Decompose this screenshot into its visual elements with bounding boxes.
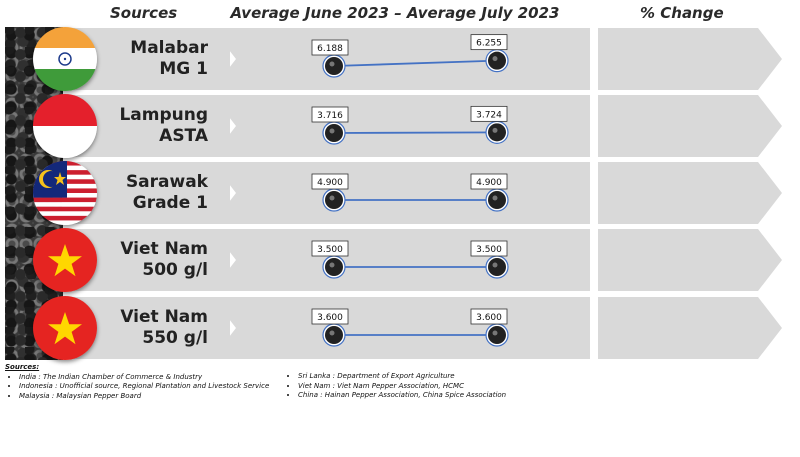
chart-row-panel — [212, 297, 590, 359]
july-value-label: 4.900 — [476, 178, 502, 188]
chart-row-panel — [212, 95, 590, 157]
source-label-line2: MG 1 — [159, 59, 208, 79]
sources-header: Sources — [110, 4, 178, 22]
vietnam-flag-icon — [33, 296, 97, 360]
july-value-box — [470, 105, 508, 122]
june-value-label: 6.188 — [317, 44, 343, 54]
footer-sources-right: Sri Lanka : Department of Export Agricul… — [284, 372, 506, 401]
source-label: Viet Nam 550 g/l — [100, 307, 208, 349]
footer-source-india: India : The Indian Chamber of Commerce &… — [19, 373, 269, 383]
source-label-line2: 500 g/l — [142, 260, 208, 280]
source-label-line1: Malabar — [130, 38, 208, 58]
july-value-box — [470, 308, 508, 325]
footer-sources: Sources: India : The Indian Chamber of C… — [5, 363, 269, 401]
june-value-label: 3.600 — [317, 313, 343, 323]
source-label: Viet Nam 500 g/l — [100, 239, 208, 281]
india-flag-icon — [33, 27, 97, 91]
footer-source-srilanka: Sri Lanka : Department of Export Agricul… — [298, 372, 506, 382]
footer-source-vietnam: Viet Nam : Viet Nam Pepper Association, … — [298, 382, 506, 392]
june-point-fill — [325, 326, 343, 344]
july-point-highlight — [492, 262, 498, 268]
july-point-fill — [488, 258, 506, 276]
pct-change-panel — [598, 229, 782, 291]
source-label: Malabar MG 1 — [100, 38, 208, 80]
chart-row-panel — [212, 229, 590, 291]
july-value-box — [470, 34, 508, 51]
vietnam-flag-icon — [33, 228, 97, 292]
series-line — [333, 131, 498, 134]
source-label: Lampung ASTA — [100, 105, 208, 147]
chart-row-panel — [212, 28, 590, 90]
series-line — [333, 59, 498, 67]
july-point-highlight — [492, 195, 498, 201]
july-point-fill — [488, 123, 506, 142]
june-point-fill — [325, 258, 343, 276]
july-value-label: 3.724 — [476, 110, 502, 120]
june-point-fill — [325, 57, 343, 75]
pct-change-panel — [598, 297, 782, 359]
june-value-box — [311, 173, 349, 190]
june-value-label: 3.716 — [317, 111, 343, 121]
source-label-line2: ASTA — [159, 126, 208, 146]
june-value-box — [311, 308, 349, 325]
july-value-label: 3.600 — [476, 313, 502, 323]
source-label-line1: Lampung — [119, 105, 208, 125]
june-value-label: 3.500 — [317, 245, 343, 255]
source-label-line1: Viet Nam — [120, 307, 208, 327]
footer-source-malaysia: Malaysia : Malaysian Pepper Board — [19, 392, 269, 402]
july-point-fill — [488, 191, 506, 209]
footer-title: Sources: — [5, 363, 40, 371]
june-value-box — [311, 106, 349, 123]
pct-change-panel — [598, 95, 782, 157]
source-label-line2: Grade 1 — [132, 193, 208, 213]
june-value-box — [311, 39, 349, 56]
period-header: Average June 2023 – Average July 2023 — [230, 4, 560, 22]
june-point-highlight — [329, 128, 335, 134]
july-point-fill — [488, 51, 506, 70]
june-point-highlight — [329, 330, 335, 336]
footer-source-indonesia: Indonesia : Unofficial source, Regional … — [19, 382, 269, 392]
source-label-line2: 550 g/l — [142, 328, 208, 348]
comparison-chart: 6.188 6.255 3.716 3.724 4.900 4.900 3.500 3.500… — [212, 28, 782, 359]
chart-row-panel — [212, 162, 590, 224]
pct-change-panel — [598, 162, 782, 224]
source-label-line1: Sarawak — [125, 172, 208, 192]
july-value-label: 6.255 — [476, 39, 502, 49]
june-point-fill — [325, 124, 343, 142]
july-value-box — [470, 240, 508, 257]
pct-change-panel — [598, 28, 782, 90]
june-value-label: 4.900 — [317, 178, 343, 188]
july-point-highlight — [492, 330, 498, 336]
source-label-line1: Viet Nam — [120, 239, 208, 259]
july-point-highlight — [492, 56, 498, 62]
july-value-box — [470, 173, 508, 190]
july-point-highlight — [492, 127, 498, 133]
pct-change-header: % Change — [640, 4, 724, 22]
footer-source-china: China : Hainan Pepper Association, China… — [298, 391, 506, 401]
june-point-fill — [325, 191, 343, 209]
june-point-highlight — [329, 61, 335, 67]
malaysia-flag-icon — [33, 161, 97, 225]
july-point-fill — [488, 326, 506, 344]
june-point-highlight — [329, 262, 335, 268]
june-point-highlight — [329, 195, 335, 201]
july-value-label: 3.500 — [476, 245, 502, 255]
source-label: Sarawak Grade 1 — [100, 172, 208, 214]
june-value-box — [311, 240, 349, 257]
